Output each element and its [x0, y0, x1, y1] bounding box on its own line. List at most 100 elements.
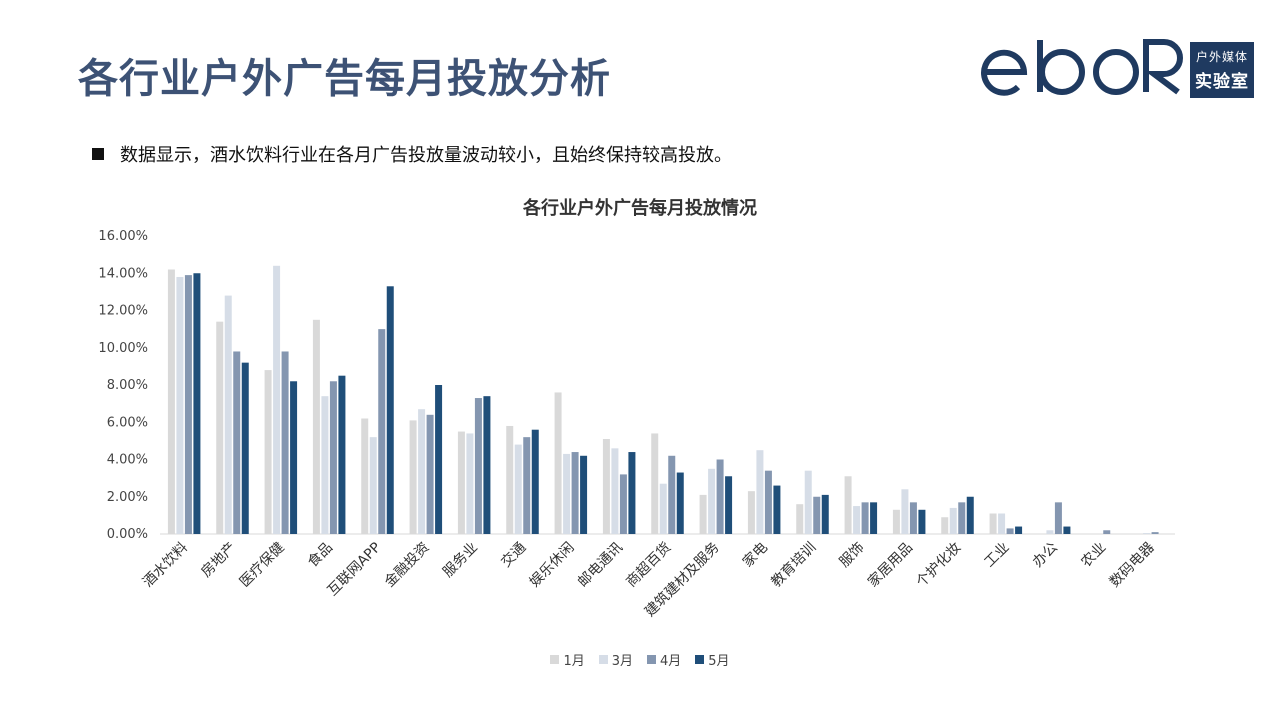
legend-swatch — [598, 655, 608, 664]
bar — [264, 370, 272, 534]
legend-swatch — [695, 655, 705, 664]
bar — [273, 265, 281, 534]
bar — [506, 425, 514, 534]
brand-logo: 户外媒体 实验室 — [978, 34, 1256, 98]
bar — [909, 502, 917, 534]
bar — [1015, 526, 1023, 534]
bar — [361, 418, 369, 534]
bar — [554, 392, 562, 534]
bar — [483, 396, 491, 534]
x-tick-label: 医疗保健 — [237, 540, 288, 591]
summary-text: 数据显示，酒水饮料行业在各月广告投放量波动较小，且始终保持较高投放。 — [120, 145, 732, 166]
bar — [716, 459, 724, 534]
bar — [329, 381, 337, 534]
legend-item: 3月 — [598, 650, 633, 669]
bars-group — [167, 265, 1159, 534]
bar — [312, 319, 320, 534]
bar — [571, 452, 579, 534]
legend-label: 1月 — [563, 654, 585, 669]
bar — [949, 507, 957, 534]
x-tick-label: 农业 — [1078, 540, 1109, 571]
brand-badge-line1: 户外媒体 — [1195, 50, 1248, 64]
bar — [224, 295, 232, 534]
bar — [1046, 530, 1054, 534]
x-tick-label: 教育培训 — [768, 540, 819, 591]
bar — [651, 433, 659, 534]
x-tick-label: 交通 — [498, 539, 530, 571]
chart-canvas: 各行业户外广告每月投放情况 0.00% 2.00% 4.00% 6.00% 8.00% 1… — [98, 197, 1175, 620]
y-tick-label: 4.00% — [107, 453, 148, 468]
y-tick-label: 6.00% — [107, 415, 148, 430]
brand-badge-line2: 实验室 — [1195, 72, 1249, 92]
bar — [1006, 528, 1014, 534]
bar — [796, 504, 804, 534]
x-tick-label: 娱乐休闲 — [527, 540, 578, 591]
legend-item: 5月 — [695, 650, 730, 669]
bar — [233, 351, 241, 534]
bar — [844, 476, 852, 534]
page-title: 各行业户外广告每月投放分析 — [78, 56, 611, 102]
legend-item: 4月 — [647, 650, 681, 669]
brand-wordmark-logo — [981, 39, 1183, 96]
y-tick-label: 0.00% — [107, 527, 148, 542]
x-tick-label: 服饰 — [837, 540, 868, 571]
y-tick-label: 14.00% — [98, 266, 148, 281]
legend-label: 3月 — [611, 654, 633, 669]
bar — [378, 329, 386, 534]
bar — [193, 273, 201, 534]
bar — [747, 491, 755, 534]
bar — [1151, 532, 1159, 534]
bar — [474, 398, 482, 534]
bar — [764, 470, 772, 534]
x-tick-label: 房地产 — [198, 540, 239, 581]
bar — [861, 502, 869, 534]
bar — [725, 476, 733, 534]
bar — [435, 385, 443, 534]
legend-item: 1月 — [550, 650, 585, 669]
bar — [409, 420, 417, 534]
bar — [241, 362, 249, 534]
bar — [457, 431, 465, 534]
bar — [901, 489, 909, 534]
bar — [989, 513, 997, 534]
bar — [668, 455, 676, 534]
bar — [918, 509, 926, 534]
bar — [290, 381, 298, 534]
x-tick-label: 金融投资 — [382, 540, 433, 591]
bar — [659, 483, 667, 534]
bar — [998, 513, 1006, 534]
x-tick-label: 家电 — [739, 539, 771, 571]
bar — [523, 437, 531, 534]
x-tick-label: 数码电器 — [1107, 540, 1158, 591]
bar — [804, 470, 812, 534]
bar — [338, 375, 346, 534]
bar — [941, 517, 949, 534]
x-tick-label: 邮电通讯 — [575, 540, 626, 591]
x-tick-label: 商超百货 — [623, 539, 675, 591]
bar — [531, 429, 539, 534]
bar — [1054, 502, 1062, 534]
x-tick-label: 办公 — [1030, 540, 1061, 571]
bar — [619, 474, 627, 534]
y-tick-label: 8.00% — [107, 378, 148, 393]
x-tick-label: 个护化妆 — [913, 540, 964, 591]
x-tick-label: 酒水饮料 — [140, 540, 191, 591]
bar — [773, 485, 781, 534]
bar — [369, 437, 377, 534]
bar — [699, 494, 707, 534]
bar — [676, 472, 684, 534]
bar — [386, 286, 394, 534]
bar — [167, 269, 175, 534]
legend-swatch — [550, 655, 560, 664]
x-tick-label: 食品 — [304, 539, 336, 571]
bar — [966, 496, 974, 534]
bar — [821, 494, 829, 534]
legend-swatch — [647, 655, 656, 664]
bar — [514, 444, 522, 534]
bar — [580, 455, 588, 534]
chart-title: 各行业户外广告每月投放情况 — [522, 197, 757, 219]
bar — [321, 396, 329, 534]
bar — [418, 409, 426, 534]
x-tick-label: 工业 — [982, 540, 1013, 571]
